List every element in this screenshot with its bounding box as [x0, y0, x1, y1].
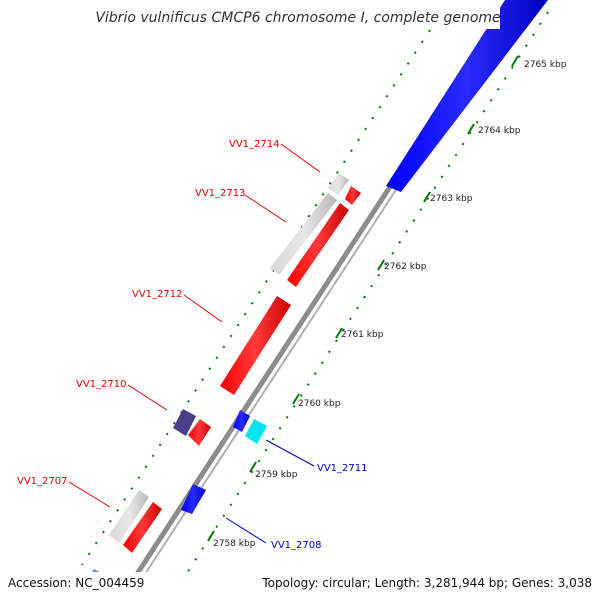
- gene-vv1-2711-feature: [233, 410, 250, 432]
- gene-label-vv1-2714: VV1_2714: [229, 139, 280, 150]
- genome-summary-text: Topology: circular; Length: 3,281,944 bp…: [261, 576, 592, 590]
- tick-label: 2758 kbp: [213, 539, 256, 549]
- tick-2761: 2761 kbp: [335, 327, 384, 340]
- gene-vv1-2710b-feature: [188, 419, 211, 446]
- tick-label: 2764 kbp: [478, 126, 521, 136]
- tick-label: 2765 kbp: [524, 60, 567, 70]
- leader-line-vv1-2707: [68, 481, 111, 508]
- tick-2762: 2762 kbp: [377, 259, 427, 272]
- large-blue-feature: [386, 0, 548, 192]
- gene-label-vv1-2708: VV1_2708: [271, 540, 322, 551]
- gene-label-vv1-2712: VV1_2712: [132, 289, 183, 300]
- tick-2759: 2759 kbp: [249, 461, 298, 480]
- tick-label: 2759 kbp: [255, 470, 298, 480]
- footer-background: [0, 572, 600, 600]
- leader-line-vv1-2714: [280, 143, 321, 173]
- accession-text: Accession: NC_004459: [8, 576, 144, 590]
- tick-label: 2761 kbp: [341, 330, 384, 340]
- leader-line-vv1-2710: [127, 384, 168, 411]
- gene-vv1-2707-feature: [123, 502, 162, 553]
- gene-label-vv1-2710: VV1_2710: [76, 379, 127, 390]
- title-background: [96, 5, 500, 29]
- gene-vv1-2713b-feature: [287, 203, 349, 287]
- leader-line-vv1-2712: [183, 294, 223, 323]
- gene-vv1-2708-feature: [181, 484, 206, 514]
- tick-2758: 2758 kbp: [207, 530, 256, 549]
- tick-2765: 2765 kbp: [511, 55, 567, 70]
- gene-vv1-2713-pseudo-feature: [270, 193, 337, 275]
- inner-dotted-track: [175, 11, 549, 591]
- gene-vv1-2714-feature: [328, 173, 349, 195]
- gene-vv1-2713-feature: [345, 186, 361, 205]
- gene-vv1-2707-pseudo-feature: [109, 490, 149, 543]
- map-title: Vibrio vulnificus CMCP6 chromosome I, co…: [95, 10, 500, 26]
- leader-line-vv1-2713: [244, 194, 287, 223]
- gene-vv1-2712-feature: [220, 296, 291, 395]
- tick-2764: 2764 kbp: [467, 123, 521, 136]
- tick-label: 2762 kbp: [384, 262, 427, 272]
- gene-vv1-2710-feature: [173, 409, 196, 436]
- gene-vv1-2711b-feature: [245, 419, 267, 444]
- tick-2760: 2760 kbp: [292, 393, 341, 409]
- gene-label-vv1-2707: VV1_2707: [17, 476, 68, 487]
- tick-label: 2763 kbp: [430, 194, 473, 204]
- leader-line-vv1-2708: [225, 517, 267, 544]
- tick-label: 2760 kbp: [298, 399, 341, 409]
- leader-line-vv1-2711: [265, 439, 315, 467]
- gene-label-vv1-2711: VV1_2711: [317, 463, 368, 474]
- gene-label-vv1-2713: VV1_2713: [195, 188, 246, 199]
- tick-2763: 2763 kbp: [423, 191, 473, 204]
